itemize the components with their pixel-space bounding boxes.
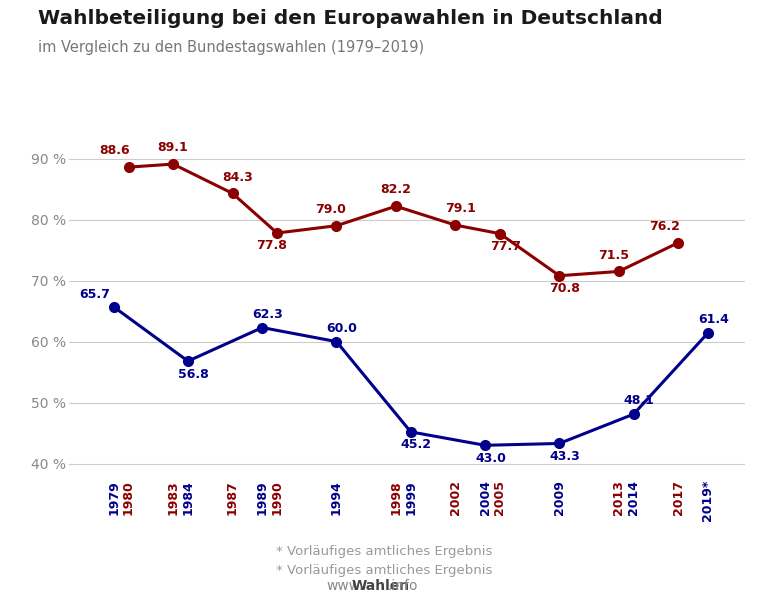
Text: 79.1: 79.1 <box>445 203 476 215</box>
Text: 43.3: 43.3 <box>549 450 580 463</box>
Text: 62.3: 62.3 <box>253 307 283 321</box>
Text: 82.2: 82.2 <box>380 184 412 196</box>
Europawahlen in Deutschland <box>703 329 713 337</box>
Text: .info: .info <box>388 579 419 593</box>
Text: 48.1: 48.1 <box>624 394 654 407</box>
Line: Europawahlen in Deutschland: Europawahlen in Deutschland <box>109 302 713 450</box>
Text: Wahlbeteiligung bei den Europawahlen in Deutschland: Wahlbeteiligung bei den Europawahlen in … <box>38 9 663 28</box>
Text: 70.8: 70.8 <box>549 282 581 295</box>
Bundestagswahlen <box>614 268 624 275</box>
Europawahlen in Deutschland <box>332 338 341 345</box>
Text: 56.8: 56.8 <box>178 368 209 381</box>
Bundestagswahlen <box>124 163 133 171</box>
Line: Bundestagswahlen: Bundestagswahlen <box>124 159 683 281</box>
Bundestagswahlen <box>391 203 400 210</box>
Text: 77.7: 77.7 <box>490 240 521 253</box>
Bundestagswahlen <box>273 229 282 237</box>
Text: 71.5: 71.5 <box>598 249 629 262</box>
Europawahlen in Deutschland <box>406 428 415 436</box>
Text: Wahlen: Wahlen <box>352 579 410 593</box>
Bundestagswahlen <box>674 239 683 246</box>
Text: * Vorläufiges amtliches Ergebnis: * Vorläufiges amtliches Ergebnis <box>276 545 492 558</box>
Europawahlen in Deutschland <box>109 303 118 310</box>
Europawahlen in Deutschland <box>184 357 193 365</box>
Text: 76.2: 76.2 <box>649 220 680 233</box>
Text: 89.1: 89.1 <box>157 142 188 154</box>
Bundestagswahlen <box>495 230 505 237</box>
Text: 60.0: 60.0 <box>326 321 357 335</box>
Europawahlen in Deutschland <box>629 411 638 418</box>
Europawahlen in Deutschland <box>554 440 564 447</box>
Text: 43.0: 43.0 <box>475 452 506 465</box>
Bundestagswahlen <box>228 190 237 197</box>
Europawahlen in Deutschland <box>257 324 266 331</box>
Text: 79.0: 79.0 <box>316 203 346 216</box>
Text: 45.2: 45.2 <box>401 439 432 451</box>
Bundestagswahlen <box>168 160 177 168</box>
Bundestagswahlen <box>332 222 341 229</box>
Text: 88.6: 88.6 <box>99 145 130 157</box>
Text: * Vorläufiges amtliches Ergebnis: * Vorläufiges amtliches Ergebnis <box>276 564 492 577</box>
Bundestagswahlen <box>554 272 564 279</box>
Text: 61.4: 61.4 <box>698 313 729 326</box>
Europawahlen in Deutschland <box>481 442 490 449</box>
Text: 65.7: 65.7 <box>79 289 110 301</box>
Text: www.: www. <box>326 579 364 593</box>
Text: 77.8: 77.8 <box>256 240 287 253</box>
Text: im Vergleich zu den Bundestagswahlen (1979–2019): im Vergleich zu den Bundestagswahlen (19… <box>38 40 425 55</box>
Text: 84.3: 84.3 <box>223 171 253 184</box>
Bundestagswahlen <box>451 221 460 229</box>
